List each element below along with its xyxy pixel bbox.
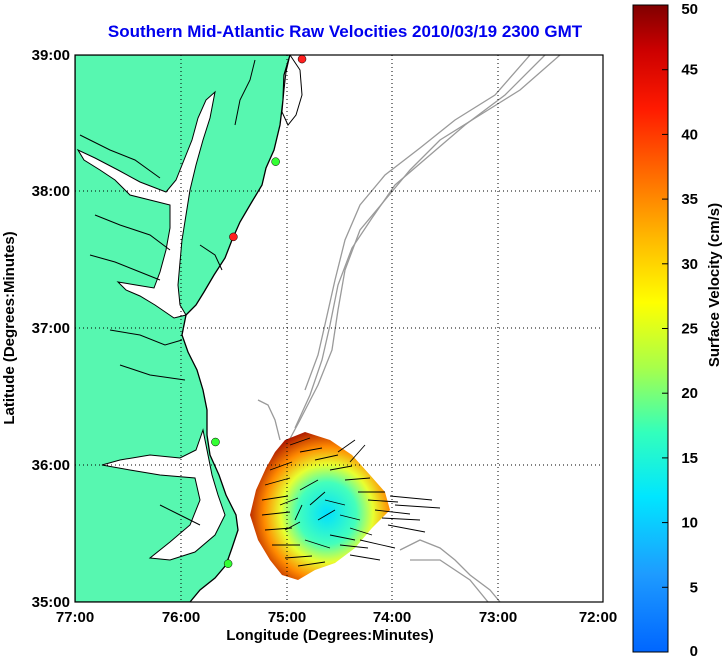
y-axis-label: Latitude (Degrees:Minutes) <box>1 231 18 424</box>
colorbar-tick-label: 15 <box>681 450 698 467</box>
station-marker <box>211 437 220 447</box>
station-marker <box>271 157 280 166</box>
x-tick-label: 74:00 <box>373 609 411 626</box>
station-marker <box>297 55 307 64</box>
colorbar-tick-label: 0 <box>690 643 698 659</box>
y-tick-label: 35:00 <box>32 594 70 611</box>
radar-stations <box>211 55 307 568</box>
x-tick-label: 77:00 <box>56 609 94 626</box>
colorbar-tick-label: 5 <box>690 579 698 596</box>
x-axis-label: Longitude (Degrees:Minutes) <box>226 627 434 644</box>
x-tick-label: 76:00 <box>162 609 200 626</box>
map-grid <box>75 55 603 602</box>
y-tick-label: 36:00 <box>32 457 70 474</box>
colorbar-tick-label: 25 <box>681 321 698 338</box>
velocity-field <box>250 432 390 580</box>
pamlico-sound <box>101 428 226 561</box>
y-tick-label: 39:00 <box>32 47 70 64</box>
colorbar-tick-label: 30 <box>681 256 698 273</box>
bathymetry-contours <box>257 55 561 602</box>
river-lines <box>79 59 256 526</box>
map-frame <box>74 54 604 603</box>
colorbar-tick-label: 20 <box>681 385 698 402</box>
colorbar-tick-label: 10 <box>681 515 698 532</box>
station-marker <box>223 559 233 568</box>
colorbar-tick-label: 35 <box>681 191 698 208</box>
colorbar-label: Surface Velocity (cm/s) <box>706 203 723 367</box>
station-marker <box>229 232 238 242</box>
chesapeake-bay <box>76 90 216 319</box>
colorbar-tick-label: 45 <box>681 62 698 79</box>
x-tick-label: 72:00 <box>579 609 617 626</box>
map-title: Southern Mid-Atlantic Raw Velocities 201… <box>107 22 583 41</box>
x-tick-label: 75:00 <box>268 609 306 626</box>
y-tick-label: 37:00 <box>32 320 70 337</box>
x-tick-label: 73:00 <box>479 609 517 626</box>
colorbar-tick-label: 40 <box>681 126 698 143</box>
colorbar-tick-label: 50 <box>681 1 698 18</box>
y-tick-label: 38:00 <box>32 183 70 200</box>
velocity-vectors <box>261 437 441 567</box>
